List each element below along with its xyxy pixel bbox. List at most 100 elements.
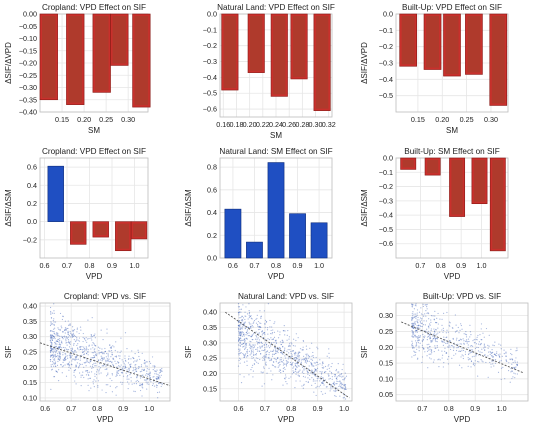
scatter-point — [59, 351, 61, 353]
scatter-point — [91, 357, 93, 359]
bar-mark — [399, 13, 417, 67]
scatter-point — [294, 354, 296, 356]
scatter-point — [241, 335, 243, 337]
x-tick-label: 0.16 — [216, 120, 230, 129]
x-axis-label: VPD — [86, 272, 103, 281]
scatter-point — [508, 362, 510, 364]
scatter-point — [434, 347, 436, 349]
scatter-point — [241, 320, 243, 322]
scatter-point — [300, 362, 302, 365]
scatter-point — [426, 306, 428, 308]
scatter-point — [300, 361, 302, 363]
scatter-point — [428, 334, 430, 336]
scatter-point — [471, 351, 473, 353]
scatter-point — [307, 357, 309, 359]
scatter-point — [259, 310, 261, 312]
scatter-point — [237, 324, 240, 327]
scatter-point — [505, 352, 507, 354]
scatter-point — [95, 353, 97, 355]
scatter-point — [63, 329, 66, 331]
scatter-point — [264, 333, 266, 335]
scatter-point — [246, 351, 248, 353]
scatter-point — [296, 354, 298, 356]
scatter-point — [429, 336, 431, 338]
scatter-point — [50, 364, 52, 366]
scatter-point — [90, 348, 92, 350]
scatter-point — [69, 355, 72, 357]
scatter-point — [475, 343, 478, 345]
x-tick-label: 0.9 — [118, 404, 128, 413]
scatter-point — [469, 345, 472, 347]
scatter-point — [411, 346, 414, 349]
scatter-point — [66, 337, 68, 339]
y-tick-label: 0.15 — [23, 378, 37, 387]
scatter-point — [345, 386, 347, 389]
scatter-point — [417, 341, 419, 344]
scatter-point — [274, 347, 277, 349]
scatter-point — [51, 334, 53, 336]
scatter-point — [436, 317, 438, 320]
x-tick-label: 0.30 — [309, 120, 323, 129]
scatter-point — [434, 339, 437, 341]
scatter-point — [434, 337, 436, 340]
scatter-point — [330, 385, 332, 387]
y-axis-label: SIF — [184, 346, 193, 359]
scatter-point — [140, 383, 142, 386]
scatter-point — [292, 345, 295, 347]
scatter-point — [52, 356, 55, 358]
bar-shade — [315, 16, 329, 109]
scatter-point — [294, 370, 296, 373]
y-tick-label: −0.10 — [19, 34, 37, 43]
scatter-point — [270, 359, 273, 361]
scatter-point — [345, 388, 347, 390]
scatter-point — [307, 381, 309, 384]
scatter-point — [79, 363, 82, 365]
scatter-point — [315, 387, 317, 389]
scatter-point — [100, 351, 103, 354]
scatter-point — [247, 335, 249, 337]
scatter-point — [302, 340, 304, 342]
scatter-point — [241, 315, 243, 317]
scatter-point — [292, 349, 294, 352]
scatter-point — [160, 374, 162, 376]
scatter-point — [499, 360, 501, 362]
scatter-point — [308, 360, 310, 362]
scatter-point — [430, 329, 432, 332]
scatter-point — [237, 325, 240, 327]
scatter-point — [139, 383, 141, 385]
scatter-point — [55, 370, 58, 373]
scatter-point — [110, 346, 112, 349]
scatter-point — [246, 331, 248, 334]
scatter-point — [141, 374, 143, 377]
scatter-point — [155, 384, 158, 386]
x-tick-label: 0.8 — [444, 404, 454, 413]
scatter-point — [82, 371, 84, 373]
scatter-point — [284, 357, 287, 359]
scatter-point — [66, 337, 68, 339]
bar-mark — [270, 13, 288, 97]
scatter-point — [240, 337, 242, 339]
scatter-point — [467, 338, 470, 340]
scatter-point — [83, 353, 86, 355]
scatter-point — [278, 362, 280, 364]
scatter-point — [76, 347, 79, 349]
scatter-point — [323, 366, 325, 368]
scatter-point — [245, 327, 247, 329]
scatter-point — [330, 371, 333, 374]
scatter-point — [292, 367, 294, 369]
scatter-point — [432, 338, 434, 340]
scatter-point — [257, 362, 259, 364]
scatter-point — [312, 355, 314, 357]
scatter-point — [67, 363, 69, 365]
scatter-point — [56, 340, 58, 342]
scatter-point — [114, 355, 116, 358]
scatter-point — [411, 304, 413, 306]
scatter-point — [50, 310, 52, 313]
scatter-point — [492, 356, 495, 358]
scatter-point — [264, 323, 266, 325]
scatter-point — [328, 348, 330, 350]
x-tick-label: 0.6 — [40, 404, 50, 413]
scatter-point — [89, 377, 91, 379]
scatter-point — [416, 329, 418, 331]
scatter-point — [511, 354, 513, 356]
